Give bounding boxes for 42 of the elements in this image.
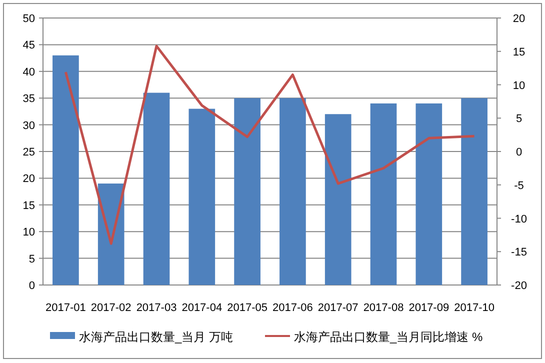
- bar: [98, 184, 124, 285]
- y-tick-label: 20: [22, 173, 35, 186]
- x-tick-label: 2017-03: [136, 302, 177, 314]
- bar: [416, 103, 442, 285]
- y-tick-label: 0: [28, 280, 35, 292]
- y-tick-label: 50: [22, 13, 35, 25]
- x-tick-label: 2017-09: [408, 302, 450, 314]
- x-tick-label: 2017-02: [90, 302, 132, 314]
- legend-label: 水海产品出口数量_当月 万吨: [79, 330, 234, 344]
- y-tick-label: 25: [22, 146, 35, 158]
- x-tick-label: 2017-07: [318, 302, 358, 314]
- y-tick-label: 10: [22, 226, 35, 239]
- bar: [324, 114, 352, 285]
- y2-tick-label: -20: [511, 280, 527, 292]
- y2-tick-label: 5: [516, 113, 522, 126]
- x-tick-label: 2017-08: [363, 302, 404, 314]
- x-tick-label: 2017-01: [46, 302, 86, 314]
- y-tick-label: 5: [28, 253, 35, 266]
- y-tick-label: 40: [22, 66, 35, 78]
- x-tick-label: 2017-05: [227, 302, 268, 314]
- y2-tick-label: -5: [514, 180, 524, 192]
- bar: [52, 55, 79, 285]
- bar: [461, 98, 488, 285]
- x-tick-label: 2017-06: [272, 302, 313, 314]
- x-tick-label: 2017-04: [182, 302, 222, 314]
- bar: [188, 108, 216, 285]
- y-tick-label: 15: [22, 200, 35, 212]
- legend-label: 水海产品出口数量_当月同比增速 %: [294, 330, 484, 344]
- y2-tick-label: 15: [512, 46, 526, 58]
- y-tick-label: 30: [22, 120, 35, 132]
- y2-tick-label: -15: [511, 246, 527, 259]
- y-tick-label: 45: [22, 40, 35, 52]
- bar: [143, 92, 170, 285]
- y2-tick-label: 20: [512, 13, 526, 25]
- y2-tick-label: 10: [512, 80, 526, 92]
- y2-tick-label: 0: [516, 146, 522, 158]
- x-tick-label: 2017-10: [454, 302, 494, 314]
- bar: [370, 103, 397, 285]
- bar: [280, 98, 306, 285]
- y-tick-label: 35: [22, 93, 35, 106]
- y2-tick-label: -10: [511, 213, 527, 226]
- bar: [234, 98, 260, 285]
